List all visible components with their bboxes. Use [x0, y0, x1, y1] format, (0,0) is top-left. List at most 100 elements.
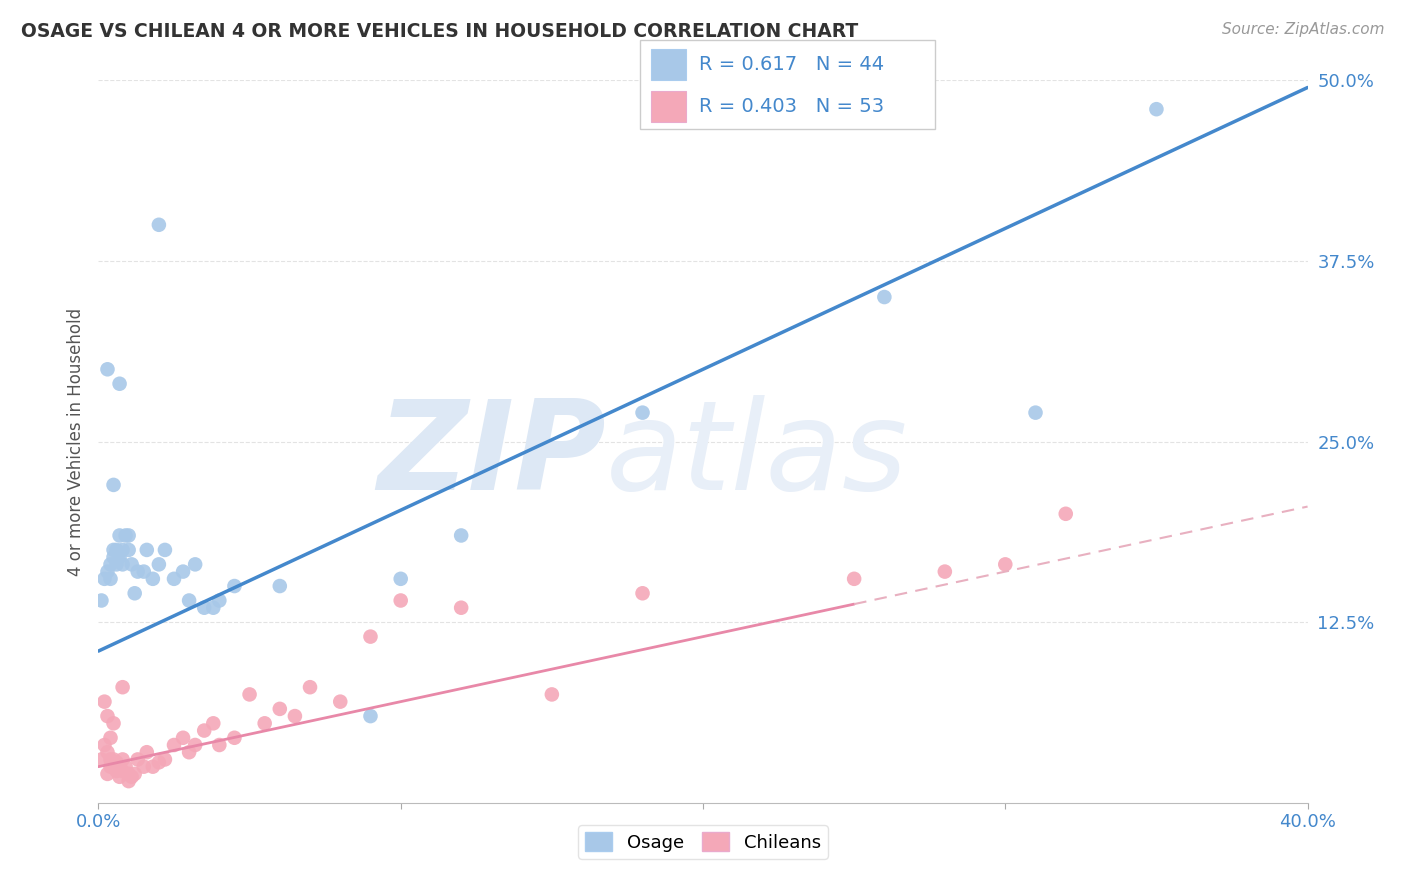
Text: ZIP: ZIP — [378, 395, 606, 516]
Point — [389, 593, 412, 607]
Point — [100, 572, 122, 586]
Point — [631, 586, 654, 600]
Point — [148, 558, 170, 572]
Point — [360, 709, 382, 723]
Point — [193, 600, 215, 615]
Point — [450, 600, 472, 615]
Y-axis label: 4 or more Vehicles in Household: 4 or more Vehicles in Household — [66, 308, 84, 575]
Text: R = 0.403   N = 53: R = 0.403 N = 53 — [699, 97, 884, 116]
Point — [202, 716, 225, 731]
Point — [224, 579, 246, 593]
Point — [127, 565, 149, 579]
Point — [90, 752, 112, 766]
Point — [163, 572, 186, 586]
Point — [329, 695, 352, 709]
Text: R = 0.617   N = 44: R = 0.617 N = 44 — [699, 55, 884, 74]
Point — [103, 550, 125, 565]
Point — [105, 558, 128, 572]
Point — [108, 376, 131, 391]
Point — [299, 680, 322, 694]
Point — [124, 586, 146, 600]
Text: atlas: atlas — [606, 395, 908, 516]
Point — [269, 579, 291, 593]
Point — [450, 528, 472, 542]
Point — [193, 723, 215, 738]
Point — [844, 572, 866, 586]
Point — [540, 687, 562, 701]
Point — [96, 767, 118, 781]
Point — [142, 572, 165, 586]
Point — [103, 478, 125, 492]
Point — [208, 593, 231, 607]
Point — [148, 756, 170, 770]
Point — [100, 760, 122, 774]
Point — [994, 558, 1017, 572]
Point — [108, 528, 131, 542]
Point — [269, 702, 291, 716]
Point — [389, 572, 412, 586]
Point — [239, 687, 262, 701]
Point — [360, 630, 382, 644]
Point — [208, 738, 231, 752]
Point — [103, 760, 125, 774]
Point — [202, 600, 225, 615]
Point — [114, 760, 136, 774]
Point — [118, 774, 141, 789]
Point — [132, 565, 155, 579]
Point — [1024, 406, 1046, 420]
Point — [100, 752, 122, 766]
Point — [184, 738, 207, 752]
Point — [111, 558, 134, 572]
Point — [96, 745, 118, 759]
Point — [1144, 102, 1167, 116]
Text: Source: ZipAtlas.com: Source: ZipAtlas.com — [1222, 22, 1385, 37]
Point — [124, 767, 146, 781]
Point — [148, 218, 170, 232]
Point — [105, 756, 128, 770]
Point — [105, 542, 128, 557]
Point — [111, 764, 134, 778]
Point — [873, 290, 896, 304]
Point — [179, 593, 201, 607]
Point — [135, 745, 157, 759]
Point — [108, 760, 131, 774]
Point — [114, 528, 136, 542]
Point — [108, 770, 131, 784]
Point — [93, 738, 115, 752]
Point — [1054, 507, 1077, 521]
Point — [103, 716, 125, 731]
Point — [103, 542, 125, 557]
Point — [121, 558, 143, 572]
Point — [111, 542, 134, 557]
Text: OSAGE VS CHILEAN 4 OR MORE VEHICLES IN HOUSEHOLD CORRELATION CHART: OSAGE VS CHILEAN 4 OR MORE VEHICLES IN H… — [21, 22, 858, 41]
Point — [93, 572, 115, 586]
Point — [100, 558, 122, 572]
Point — [111, 752, 134, 766]
Point — [96, 362, 118, 376]
Point — [132, 760, 155, 774]
Legend: Osage, Chileans: Osage, Chileans — [578, 825, 828, 859]
Point — [118, 528, 141, 542]
Point — [172, 731, 194, 745]
Point — [108, 550, 131, 565]
Point — [253, 716, 276, 731]
Point — [103, 752, 125, 766]
Point — [631, 406, 654, 420]
Point — [105, 764, 128, 778]
Point — [284, 709, 307, 723]
Point — [153, 752, 176, 766]
Point — [153, 542, 176, 557]
Point — [111, 680, 134, 694]
Point — [121, 770, 143, 784]
Point — [142, 760, 165, 774]
Point — [90, 593, 112, 607]
Point — [179, 745, 201, 759]
Point — [118, 542, 141, 557]
Point — [96, 565, 118, 579]
Point — [224, 731, 246, 745]
Point — [100, 731, 122, 745]
Point — [163, 738, 186, 752]
Point — [118, 767, 141, 781]
Point — [934, 565, 956, 579]
Point — [184, 558, 207, 572]
